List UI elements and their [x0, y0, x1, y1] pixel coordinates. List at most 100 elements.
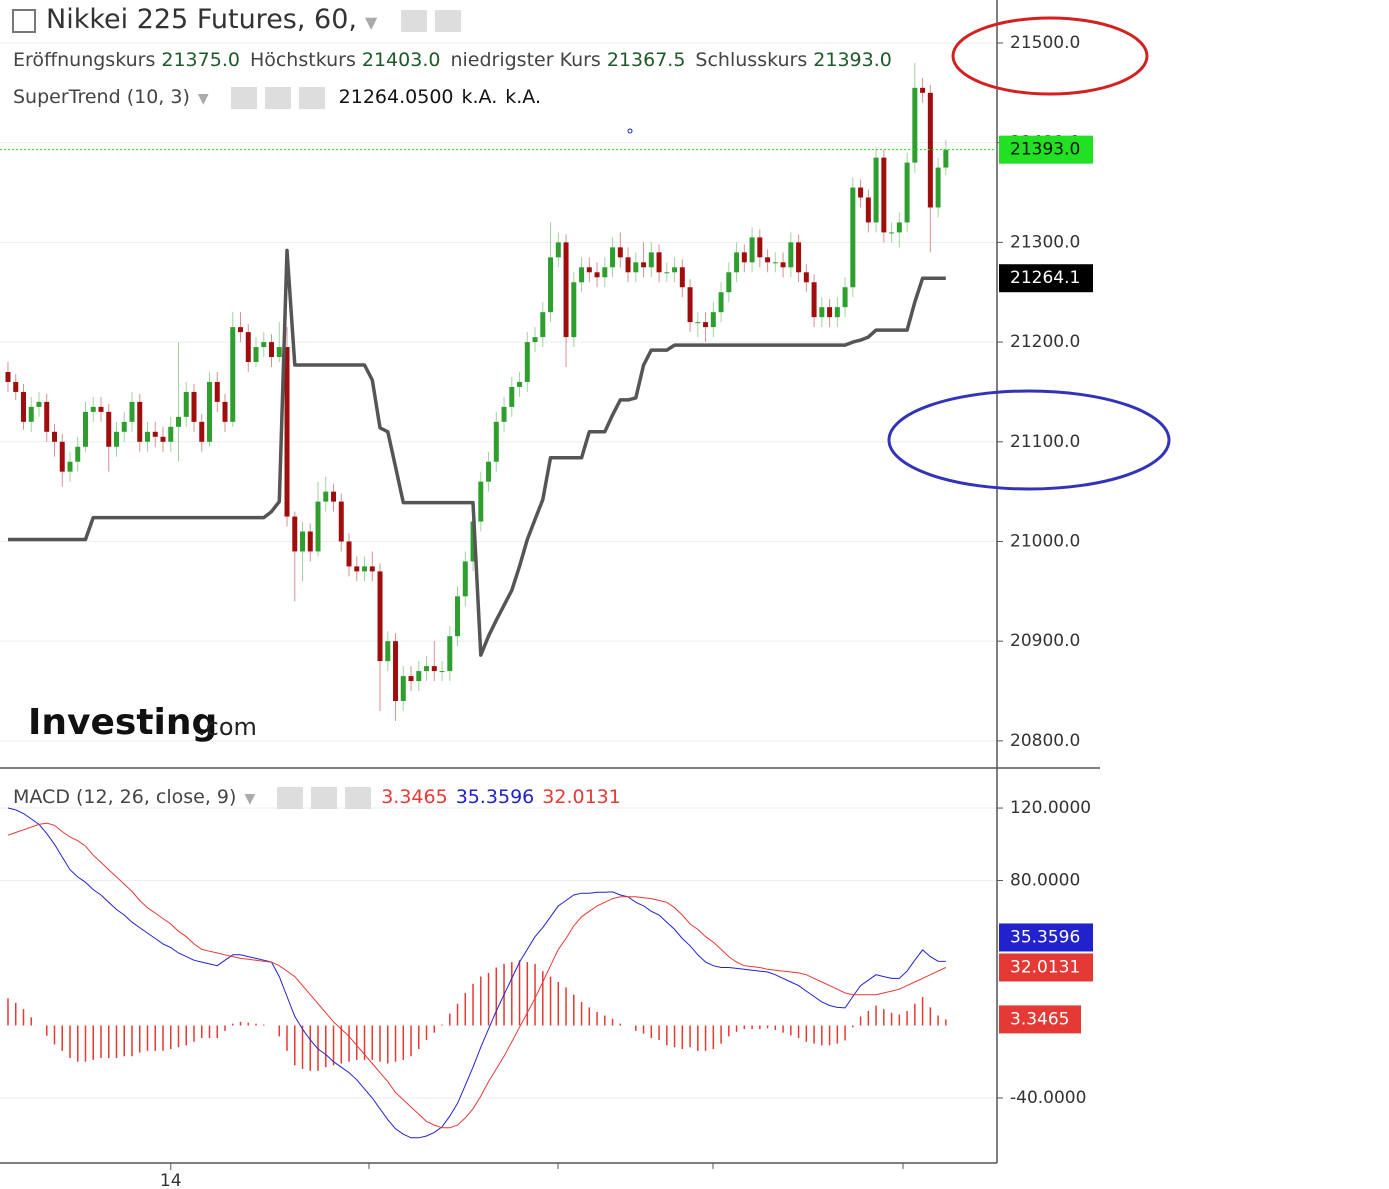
candle-body — [207, 381, 213, 442]
candle-body — [300, 531, 306, 552]
candle-body — [20, 391, 26, 422]
y-tick-label: 20900.0 — [1010, 631, 1080, 651]
candle-body — [183, 391, 189, 417]
y-tick-label: 21100.0 — [1010, 432, 1080, 452]
candle-body — [687, 287, 693, 323]
candle-body — [13, 381, 19, 392]
candle-body — [245, 332, 251, 363]
macd-value-box — [999, 1005, 1081, 1034]
candle-body — [98, 406, 104, 412]
gear-icon[interactable] — [435, 9, 462, 32]
candle-body — [199, 421, 205, 442]
candle-body — [695, 322, 701, 324]
dropdown-arrow[interactable]: ▼ — [244, 791, 256, 807]
watermark-brand: Investing — [28, 702, 217, 743]
gear-icon[interactable] — [264, 86, 291, 109]
ohlc-label: niedrigster Kurs — [450, 49, 601, 71]
ohlc-value: 21375.0 — [161, 49, 240, 71]
candle-body — [532, 337, 538, 343]
macd-value-label: 35.3596 — [1010, 927, 1080, 947]
candle-body — [718, 292, 724, 313]
candle-body — [664, 272, 670, 274]
candle-body — [168, 426, 174, 442]
candle-body — [5, 371, 11, 382]
dropdown-arrow[interactable]: ▼ — [197, 91, 209, 107]
candle-body — [253, 347, 259, 363]
macd-value: 32.0131 — [542, 786, 621, 808]
ohlc-label: Höchstkurs — [249, 49, 356, 71]
candle-body — [889, 232, 895, 234]
candle-body — [292, 516, 298, 552]
candle-body — [881, 157, 887, 233]
candle-body — [144, 431, 150, 442]
candle-body — [904, 162, 910, 223]
candle-body — [455, 596, 461, 637]
candle-body — [780, 262, 786, 268]
candle-body — [858, 187, 864, 198]
candle-body — [757, 237, 763, 258]
collapse-icon[interactable] — [12, 8, 36, 33]
eye-icon[interactable] — [401, 9, 428, 32]
y-tick-label: -40.0000 — [1010, 1088, 1086, 1108]
gear-icon[interactable] — [311, 786, 338, 809]
candle-body — [478, 481, 484, 522]
candle-body — [943, 149, 949, 168]
eye-icon[interactable] — [230, 86, 257, 109]
candle-body — [765, 257, 771, 263]
supertrend-values: 21264.0500 k.A. k.A. — [339, 86, 549, 108]
candle-body — [261, 342, 267, 348]
candle-body — [819, 307, 825, 318]
candle-body — [749, 237, 755, 263]
supertrend-box — [999, 264, 1093, 293]
candle-body — [734, 252, 740, 273]
candle-body — [579, 267, 585, 283]
candle-body — [307, 531, 313, 552]
candle-body — [811, 282, 817, 318]
macd-value: 35.3596 — [455, 786, 535, 808]
candle-body — [75, 446, 81, 462]
candle-body — [362, 566, 368, 572]
last-price-label: 21393.0 — [1010, 140, 1080, 160]
candle-body — [385, 641, 391, 662]
close-icon[interactable] — [298, 86, 325, 109]
candle-body — [772, 262, 778, 264]
candle-body — [672, 267, 678, 273]
macd-value-label: 3.3465 — [1010, 1009, 1069, 1029]
candle-body — [369, 566, 375, 572]
candle-body — [338, 501, 344, 542]
x-tick-label: 14 — [160, 1171, 182, 1189]
macd-value-box — [999, 953, 1093, 982]
candle-body — [935, 167, 941, 208]
candle-body — [315, 501, 321, 552]
supertrend-legend: SuperTrend (10, 3) ▼ 21264.0500 k.A. k.A. — [13, 86, 557, 109]
y-tick-label: 120.0000 — [1010, 798, 1091, 818]
candle-body — [447, 636, 453, 672]
candle-body — [269, 342, 275, 358]
candle-body — [602, 267, 608, 278]
eye-icon[interactable] — [277, 786, 304, 809]
grid — [0, 42, 997, 1099]
candle-body — [222, 401, 228, 422]
candle-body — [67, 461, 73, 472]
candle-body — [129, 401, 135, 422]
watermark-domain: .com — [198, 713, 257, 741]
blue-annotation-ellipse — [887, 389, 1171, 491]
candle-body — [927, 92, 933, 208]
candle-body — [59, 441, 65, 472]
candle-body — [354, 566, 360, 572]
dropdown-arrow[interactable]: ▼ — [364, 13, 378, 32]
close-icon[interactable] — [345, 786, 372, 809]
candle-body — [679, 267, 685, 288]
ohlc-label: Schlusskurs — [695, 49, 808, 71]
macd-value-label: 32.0131 — [1010, 957, 1080, 977]
candle-body — [912, 87, 918, 163]
candle-body — [586, 267, 592, 273]
supertrend-value: k.A. — [505, 86, 541, 108]
candle-body — [524, 342, 530, 382]
candle-body — [191, 391, 197, 422]
supertrend-value: 21264.0500 — [338, 86, 454, 108]
candle-body — [284, 347, 290, 517]
supertrend-line — [8, 248, 946, 657]
ohlc-legend: Eröffnungskurs 21375.0 Höchstkurs 21403.0 ni… — [13, 49, 902, 71]
